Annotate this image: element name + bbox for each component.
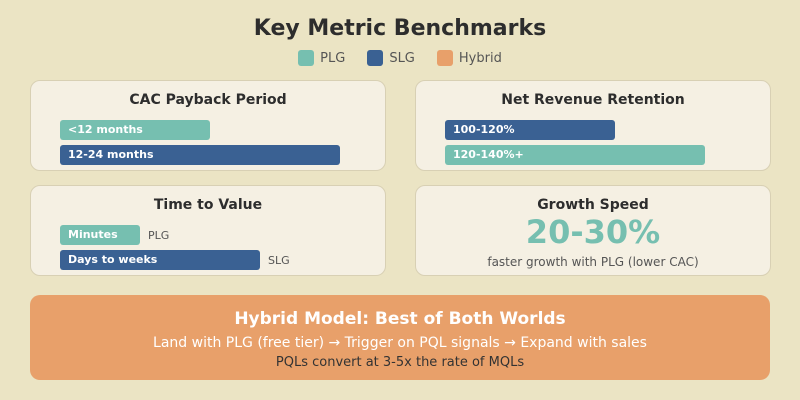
hybrid-note: PQLs convert at 3-5x the rate of MQLs <box>275 355 525 370</box>
hybrid-model-banner: Hybrid Model: Best of Both Worlds Land w… <box>30 295 770 380</box>
nrr-card: Net Revenue Retention 100-120% 120-140%+ <box>415 80 771 171</box>
growth-caption: faster growth with PLG (lower CAC) <box>487 255 699 269</box>
slg-swatch <box>367 50 384 66</box>
plg-side-label: PLG <box>148 229 170 242</box>
time-to-value-card: Time to Value Minutes PLG Days to weeks … <box>30 185 386 276</box>
plg-swatch <box>298 50 315 66</box>
slg-bar: 12-24 months <box>60 145 340 165</box>
page-title: Key Metric Benchmarks <box>253 16 547 41</box>
hybrid-swatch <box>436 50 453 66</box>
plg-bar: Minutes <box>60 225 140 245</box>
card-title: Time to Value <box>153 197 263 213</box>
hybrid-flow: Land with PLG (free tier) → Trigger on P… <box>153 335 647 351</box>
slg-bar: 100-120% <box>445 120 615 140</box>
card-title: Growth Speed <box>537 197 649 213</box>
slg-side-label: SLG <box>268 254 290 267</box>
legend-label: Hybrid <box>458 50 502 66</box>
growth-speed-card: Growth Speed 20-30% faster growth with P… <box>415 185 771 276</box>
legend: PLG SLG Hybrid <box>0 50 800 66</box>
legend-item-hybrid: Hybrid <box>436 50 502 66</box>
card-title: Net Revenue Retention <box>501 92 685 108</box>
cac-payback-card: CAC Payback Period <12 months 12-24 mont… <box>30 80 386 171</box>
legend-item-slg: SLG <box>367 50 415 66</box>
growth-value: 20-30% <box>525 213 661 251</box>
legend-item-plg: PLG <box>298 50 345 66</box>
slg-bar: Days to weeks <box>60 250 260 270</box>
card-title: CAC Payback Period <box>129 92 287 108</box>
hybrid-title: Hybrid Model: Best of Both Worlds <box>234 309 566 329</box>
legend-label: PLG <box>320 50 346 66</box>
plg-bar: <12 months <box>60 120 210 140</box>
plg-bar: 120-140%+ <box>445 145 705 165</box>
legend-label: SLG <box>389 50 415 66</box>
